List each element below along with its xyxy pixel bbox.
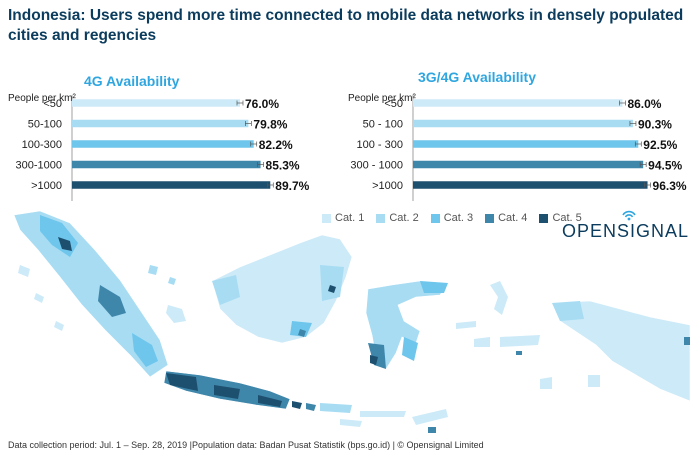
map-region-sumatra [13, 210, 169, 378]
chart-4g-svg: <50 76.0% 50-100 79.8% 100-300 82.2% 300-1000 8… [16, 95, 310, 201]
map-region-sumatra-islands [18, 265, 64, 331]
category-label: <50 [43, 98, 62, 110]
data-label: 90.3% [638, 118, 672, 132]
map-region-papua [551, 300, 691, 402]
legend-item: Cat. 2 [376, 212, 419, 224]
chart-3g4g-availability: 3G/4G Availability People per km² <50 86.… [340, 65, 690, 205]
map-region-seram [500, 335, 540, 347]
category-label: <50 [384, 98, 403, 110]
legend-item: Cat. 1 [322, 212, 364, 224]
legend-label: Cat. 2 [389, 212, 419, 224]
map-region-sumatra-mid [98, 285, 126, 317]
bar [413, 160, 644, 169]
bar [72, 140, 254, 148]
data-label: 92.5% [643, 138, 677, 152]
legend-swatch [376, 213, 386, 223]
legend-swatch [322, 213, 331, 223]
map-region-ambon [516, 351, 522, 355]
map-region-sulawesi-southeast [402, 337, 418, 361]
legend-label: Cat. 3 [443, 212, 474, 224]
bar [413, 99, 623, 107]
map-region-makassar [370, 355, 378, 365]
bar [413, 140, 639, 148]
map-region-java-east [258, 395, 282, 407]
page-title: Indonesia: Users spend more time connect… [8, 7, 684, 44]
chart-title: 3G/4G Availability [418, 69, 537, 85]
map-region-java-west [166, 373, 198, 391]
map-region-bangka [166, 305, 186, 323]
bar [413, 181, 648, 189]
bar [72, 99, 240, 107]
bar [413, 119, 633, 128]
opensignal-logo: OPENSIGNAL [562, 210, 690, 242]
map-region-sulawesi-north [420, 281, 448, 293]
y-axis-label: People per km² [8, 93, 76, 104]
chart-4g-availability: 4G Availability People per km² <50 76.0% 5… [0, 65, 330, 205]
map-region-lombok [306, 403, 316, 411]
data-label: 96.3% [653, 179, 687, 193]
map-region-java-central [214, 385, 240, 399]
legend-item: Cat. 3 [430, 212, 474, 224]
legend-label: Cat. 1 [335, 212, 365, 224]
signal-icon [622, 210, 636, 221]
data-label: 76.0% [245, 97, 279, 111]
bar [72, 160, 261, 169]
data-label: 86.0% [627, 97, 661, 111]
map-legend: Cat. 1 Cat. 2 Cat. 3 Cat. 4 Cat. 5 [322, 212, 582, 224]
chart-3g4g-svg: <50 86.0% 50 - 100 90.3% 100 - 300 92.5% 300 -… [350, 95, 687, 201]
indonesia-map [13, 210, 691, 433]
map-region-halmahera [490, 281, 508, 315]
category-label: >1000 [372, 180, 403, 192]
category-label: 100-300 [22, 139, 62, 151]
map-region-kalimantan-city [328, 285, 336, 293]
map-region-buru [474, 337, 490, 347]
map-region-sumatra-south [132, 333, 158, 367]
category-label: 50 - 100 [363, 119, 403, 131]
map-region-bali [292, 401, 302, 409]
map-region-tanimbar [540, 377, 552, 389]
category-label: >1000 [31, 180, 62, 192]
map-region-sumba [340, 419, 362, 427]
map-region-papua-city [684, 337, 690, 345]
map-region-sumbawa [320, 403, 352, 413]
legend-swatch [539, 213, 549, 223]
footer-source: Data collection period: Jul. 1 – Sep. 28… [8, 440, 484, 450]
legend-label: Cat. 5 [552, 212, 582, 224]
data-label: 94.5% [648, 159, 682, 173]
data-label: 82.2% [259, 138, 293, 152]
bar [72, 181, 271, 189]
map-region-kalimantan-south [290, 321, 312, 337]
legend-label: Cat. 4 [498, 212, 528, 224]
map-region-flores [360, 411, 406, 417]
chart-title: 4G Availability [84, 73, 180, 89]
legend-item: Cat. 4 [485, 212, 527, 224]
map-region-timor [412, 409, 448, 425]
map-region-papua-bird-head [552, 301, 584, 321]
map-region-kalimantan-west [212, 275, 240, 305]
category-label: 300 - 1000 [350, 160, 403, 172]
map-region-sula-islands [456, 321, 476, 329]
bar [72, 119, 249, 128]
map-region-kupang [428, 427, 436, 433]
y-axis-label: People per km² [348, 93, 416, 104]
map-region-aru-islands [588, 375, 600, 387]
data-label: 85.3% [266, 159, 300, 173]
map-region-kalimantan-south-city [298, 329, 306, 337]
category-label: 300-1000 [16, 160, 63, 172]
map-region-sumatra-city [58, 237, 72, 251]
data-label: 79.8% [253, 118, 287, 132]
logo-text: OPENSIGNAL [562, 221, 690, 241]
map-region-riau-islands [148, 265, 176, 285]
category-label: 50-100 [28, 119, 62, 131]
map-region-sulawesi-south [368, 343, 386, 369]
legend-swatch [485, 213, 495, 223]
map-region-kalimantan-east [320, 265, 344, 301]
legend-swatch [430, 213, 440, 223]
data-label: 89.7% [275, 179, 309, 193]
legend-item: Cat. 5 [539, 212, 582, 224]
category-label: 100 - 300 [357, 139, 403, 151]
